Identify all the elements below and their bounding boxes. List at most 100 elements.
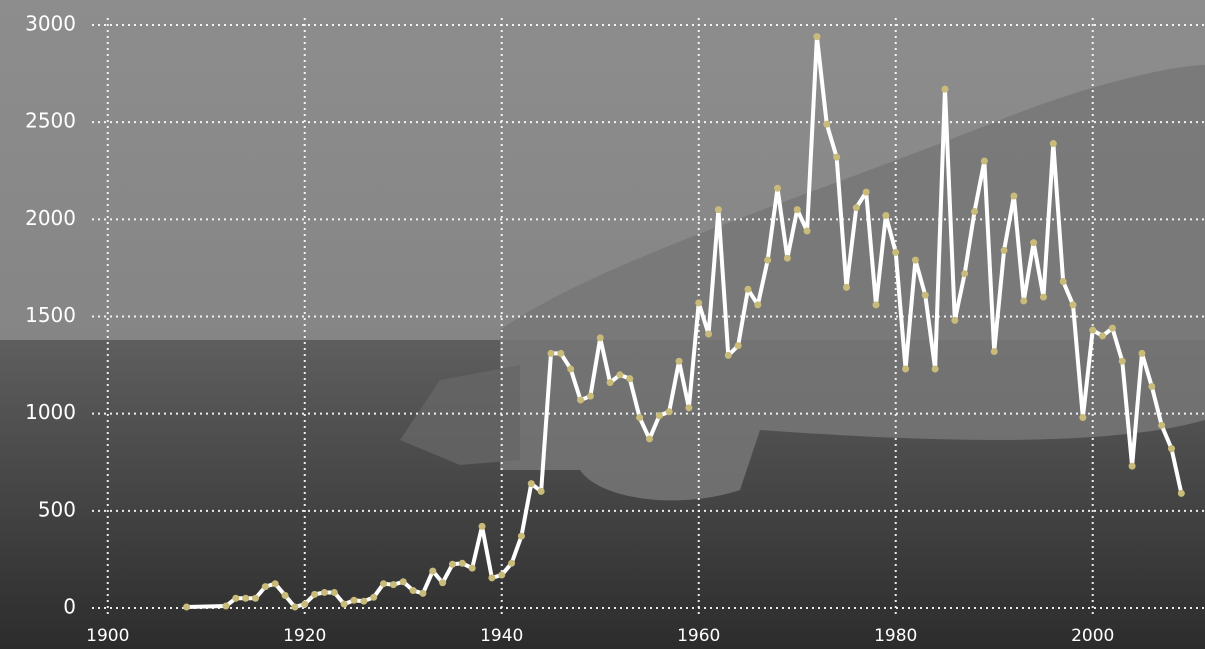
data-point [330, 588, 338, 596]
data-point [340, 600, 348, 608]
data-point [764, 256, 772, 264]
data-point [813, 33, 821, 41]
data-point [508, 559, 516, 567]
data-point [488, 574, 496, 582]
data-point [902, 365, 910, 373]
data-point [793, 206, 801, 214]
data-point [1089, 326, 1097, 334]
data-point [665, 408, 673, 416]
data-point [429, 567, 437, 575]
data-point [941, 85, 949, 93]
data-point [222, 602, 230, 610]
x-tick-label: 1960 [677, 626, 720, 646]
data-point [1049, 140, 1057, 148]
data-point [685, 404, 693, 412]
data-point [242, 594, 250, 602]
data-point [1059, 278, 1067, 286]
data-point [1128, 462, 1136, 470]
data-point [1039, 293, 1047, 301]
data-point [1069, 301, 1077, 309]
data-point [961, 270, 969, 278]
data-point [892, 248, 900, 256]
data-point [1118, 357, 1126, 365]
data-point [744, 285, 752, 293]
data-point [734, 342, 742, 350]
data-point [990, 347, 998, 355]
data-point [389, 581, 397, 589]
data-point [1148, 382, 1156, 390]
data-point [636, 414, 644, 422]
data-point [586, 392, 594, 400]
data-point [596, 334, 604, 342]
x-tick-label: 1920 [283, 626, 326, 646]
data-point [350, 596, 358, 604]
data-point [882, 211, 890, 219]
data-point [360, 597, 368, 605]
x-tick-label: 1980 [874, 626, 917, 646]
data-point [1138, 349, 1146, 357]
y-tick-label: 2500 [25, 109, 76, 133]
data-point [911, 256, 919, 264]
data-point [705, 330, 713, 338]
y-tick-label: 0 [63, 595, 76, 619]
data-point [468, 564, 476, 572]
data-point [852, 204, 860, 212]
data-point [399, 578, 407, 586]
data-point [537, 487, 545, 495]
y-tick-label: 2000 [25, 206, 76, 230]
data-point [380, 580, 388, 588]
data-point [527, 480, 535, 488]
data-point [1158, 421, 1166, 429]
data-point [439, 579, 447, 587]
data-point [842, 283, 850, 291]
data-point [675, 357, 683, 365]
y-tick-label: 500 [38, 497, 76, 521]
data-point [301, 600, 309, 608]
data-point [1108, 324, 1116, 332]
data-point [655, 412, 663, 420]
data-point [567, 365, 575, 373]
data-point [419, 589, 427, 597]
data-point [616, 371, 624, 379]
x-tick-label: 1940 [480, 626, 523, 646]
data-point [557, 349, 565, 357]
data-point [714, 206, 722, 214]
data-point [261, 583, 269, 591]
x-tick-label: 1900 [86, 626, 129, 646]
data-point [1030, 239, 1038, 247]
data-point [774, 184, 782, 192]
data-point [232, 594, 240, 602]
data-point [478, 522, 486, 530]
data-point [271, 580, 279, 588]
data-point [1079, 414, 1087, 422]
data-point [754, 301, 762, 309]
data-point [252, 594, 260, 602]
data-point [980, 157, 988, 165]
data-point [921, 291, 929, 299]
data-point [695, 299, 703, 307]
data-point [803, 227, 811, 235]
data-point [951, 316, 959, 324]
data-point [291, 603, 299, 611]
y-tick-label: 1000 [25, 400, 76, 424]
background-plane [500, 65, 1205, 501]
data-point [370, 593, 378, 601]
data-point [823, 120, 831, 128]
data-point [458, 559, 466, 567]
data-point [448, 560, 456, 568]
data-point [645, 435, 653, 443]
data-point [872, 301, 880, 309]
data-point [1000, 246, 1008, 254]
data-point [862, 188, 870, 196]
y-tick-label: 1500 [25, 303, 76, 327]
data-point [783, 254, 791, 262]
data-point [724, 351, 732, 359]
data-point [971, 208, 979, 216]
data-point [547, 349, 555, 357]
data-point [517, 532, 525, 540]
data-point [1168, 445, 1176, 453]
data-point [311, 590, 319, 598]
data-point [833, 153, 841, 161]
data-point [281, 591, 289, 599]
